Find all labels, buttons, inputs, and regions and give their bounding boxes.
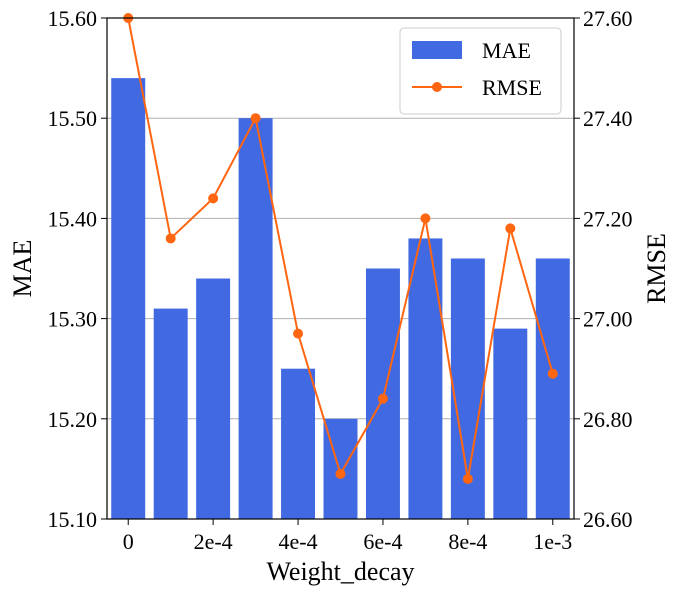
mae-bar [493, 328, 528, 519]
rmse-point [293, 328, 304, 339]
x-tick-label: 2e-4 [194, 529, 233, 554]
rmse-line [123, 13, 558, 484]
x-tick-label: 4e-4 [278, 529, 317, 554]
rmse-point [335, 468, 346, 479]
left-tick-label: 15.30 [48, 307, 98, 332]
right-tick-label: 27.20 [583, 206, 633, 231]
rmse-point [250, 113, 261, 124]
right-axis-title: RMSE [642, 233, 671, 304]
rmse-point [208, 193, 219, 204]
right-tick-label: 27.60 [583, 6, 633, 31]
legend-marker-rmse [432, 82, 442, 92]
rmse-point [505, 223, 516, 234]
plot-frame [106, 17, 575, 520]
x-tick-label: 6e-4 [363, 529, 402, 554]
mae-bar [238, 118, 273, 519]
rmse-point [165, 233, 176, 244]
mae-bar [365, 268, 400, 519]
legend: MAE RMSE [399, 27, 562, 115]
axes: 15.10 15.20 15.30 15.40 15.50 15.60 26.60 26.80… [8, 6, 671, 586]
legend-swatch-mae [412, 41, 462, 59]
rmse-point [377, 393, 388, 404]
mae-bar [281, 368, 316, 519]
rmse-point [420, 213, 431, 224]
left-tick-label: 15.40 [48, 206, 98, 231]
mae-bars [111, 78, 570, 520]
left-tick-label: 15.60 [48, 6, 98, 31]
x-tick-label: 1e-3 [533, 529, 572, 554]
x-tick-label: 0 [123, 529, 134, 554]
right-tick-label: 26.80 [583, 407, 633, 432]
left-axis-title: MAE [8, 240, 37, 298]
x-tick-label: 8e-4 [448, 529, 487, 554]
right-tick-label: 26.60 [583, 507, 633, 532]
legend-label-mae: MAE [482, 38, 531, 63]
x-axis-title: Weight_decay [266, 557, 414, 586]
left-tick-label: 15.50 [48, 106, 98, 131]
mae-bar [153, 308, 188, 519]
legend-box [399, 27, 562, 115]
legend-label-rmse: RMSE [482, 75, 542, 100]
mae-bar [535, 258, 570, 519]
left-tick-label: 15.10 [48, 507, 98, 532]
mae-bar [408, 238, 443, 519]
right-tick-label: 27.00 [583, 307, 633, 332]
mae-bar [196, 278, 231, 519]
rmse-point [547, 368, 558, 379]
right-tick-label: 27.40 [583, 106, 633, 131]
mae-bar [111, 78, 146, 520]
left-tick-label: 15.20 [48, 407, 98, 432]
rmse-point [462, 473, 473, 484]
